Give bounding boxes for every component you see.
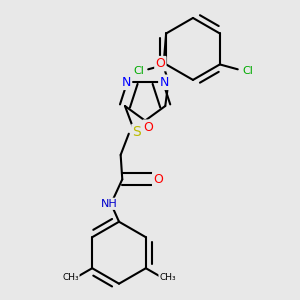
Text: CH₃: CH₃ bbox=[62, 274, 79, 283]
Text: O: O bbox=[143, 121, 153, 134]
Text: Cl: Cl bbox=[242, 66, 253, 76]
Text: S: S bbox=[133, 125, 141, 139]
Text: Cl: Cl bbox=[133, 66, 144, 76]
Text: NH: NH bbox=[101, 199, 118, 209]
Text: O: O bbox=[155, 57, 165, 70]
Text: N: N bbox=[159, 76, 169, 89]
Text: O: O bbox=[153, 173, 163, 186]
Text: N: N bbox=[122, 76, 131, 89]
Text: CH₃: CH₃ bbox=[159, 274, 176, 283]
